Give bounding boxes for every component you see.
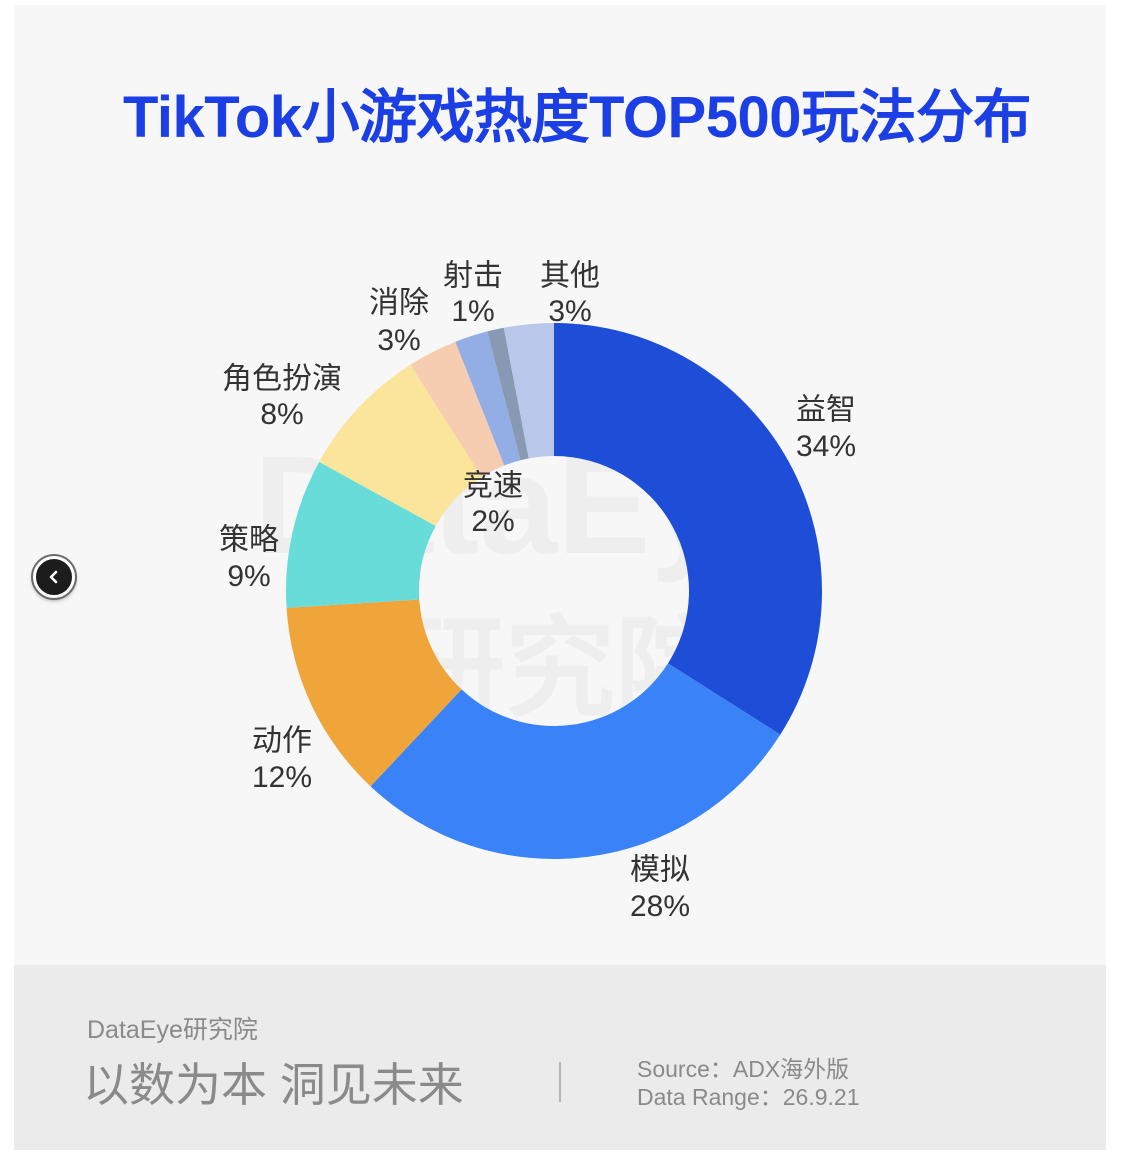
footer-slogan: 以数为本 洞见未来 — [83, 1059, 464, 1111]
donut-slices — [286, 323, 822, 859]
slice-label-name-3: 动作 — [252, 725, 312, 758]
slice-label-value-6: 3% — [377, 324, 420, 357]
slice-value-unit: % — [663, 890, 690, 923]
donut-slice-7 — [455, 331, 521, 466]
slice-label-name-7: 竞速 — [463, 470, 523, 503]
prev-button[interactable] — [33, 556, 75, 598]
donut-slice-8 — [487, 327, 529, 461]
slice-label-name-5: 角色扮演 — [222, 363, 342, 396]
donut-slice-2 — [370, 663, 781, 859]
donut-slice-6 — [410, 341, 505, 478]
page-title: TikTok小游戏热度TOP500玩法分布 — [122, 85, 1032, 150]
donut-slice-5 — [319, 364, 482, 526]
slice-value-unit: % — [244, 560, 271, 593]
slice-label-name-2: 模拟 — [630, 854, 690, 887]
slice-label-value-3: 12% — [252, 761, 312, 794]
slice-value-number: 3 — [377, 324, 394, 357]
slice-label-value-9: 3% — [548, 295, 591, 328]
slice-label-value-2: 28% — [630, 890, 690, 923]
slice-label-name-8: 射击 — [443, 260, 503, 293]
slice-label-value-7: 2% — [471, 505, 514, 538]
donut-slice-3 — [286, 599, 462, 787]
slice-value-unit: % — [285, 761, 312, 794]
donut-slice-1 — [554, 323, 822, 735]
slice-label-name-1: 益智 — [796, 394, 856, 427]
slice-value-number: 2 — [471, 505, 488, 538]
slice-label-value-5: 8% — [260, 398, 303, 431]
footer-divider — [559, 1062, 561, 1102]
slice-value-unit: % — [277, 398, 304, 431]
donut-chart: 益智34%模拟28%动作12%策略9%角色扮演8%消除3%竞速2%射击1%其他3… — [219, 260, 856, 923]
slice-value-number: 8 — [260, 398, 277, 431]
chevron-left-icon — [49, 570, 58, 584]
footer: DataEye研究院 以数为本 洞见未来 Source：ADX海外版 Data … — [14, 965, 1106, 1150]
slice-value-unit: % — [488, 505, 515, 538]
slice-label-name-6: 消除 — [369, 287, 429, 320]
footer-data-range: Data Range：26.9.21 — [637, 1084, 860, 1110]
donut-slice-9 — [503, 323, 554, 459]
slice-value-number: 12 — [252, 761, 285, 794]
slice-label-value-8: 1% — [451, 295, 494, 328]
slice-label-name-9: 其他 — [540, 260, 600, 293]
slice-value-number: 28 — [630, 890, 663, 923]
slice-value-number: 9 — [227, 560, 244, 593]
slice-label-value-4: 9% — [227, 560, 270, 593]
slice-value-unit: % — [468, 295, 495, 328]
donut-labels: 益智34%模拟28%动作12%策略9%角色扮演8%消除3%竞速2%射击1%其他3… — [219, 260, 856, 923]
slice-value-unit: % — [565, 295, 592, 328]
footer-brand: DataEye研究院 — [87, 1016, 258, 1044]
slice-value-number: 3 — [548, 295, 565, 328]
slice-value-number: 1 — [451, 295, 468, 328]
donut-slice-4 — [286, 461, 436, 608]
slice-label-name-4: 策略 — [219, 524, 279, 557]
slice-value-number: 34 — [796, 430, 829, 463]
slice-label-value-1: 34% — [796, 430, 856, 463]
slice-value-unit: % — [394, 324, 421, 357]
slice-value-unit: % — [829, 430, 856, 463]
footer-source: Source：ADX海外版 — [637, 1056, 850, 1082]
